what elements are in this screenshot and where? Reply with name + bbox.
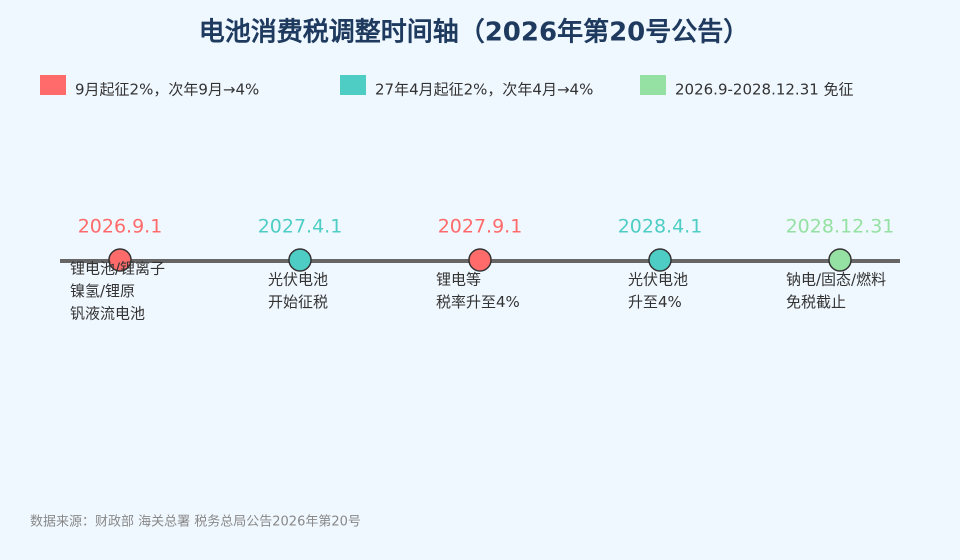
- event-marker: [108, 248, 132, 272]
- event-label: 锂电等: [436, 271, 481, 289]
- legend-swatch: [40, 75, 66, 95]
- event-label: 光伏电池: [268, 271, 328, 289]
- event-date: 2027.9.1: [438, 216, 523, 238]
- legend-swatch: [340, 75, 366, 95]
- source-note: 数据来源：财政部 海关总署 税务总局公告2026年第20号: [30, 514, 361, 530]
- legend-label: 2026.9-2028.12.31 免征: [675, 81, 854, 99]
- event-label: 税率升至4%: [436, 293, 520, 311]
- legend-label: 9月起征2%，次年9月→4%: [75, 81, 259, 99]
- legend-swatch: [640, 75, 666, 95]
- event-marker: [468, 248, 492, 272]
- event-marker: [288, 248, 312, 272]
- event-label: 升至4%: [628, 293, 682, 311]
- event-label: 钒液流电池: [70, 305, 145, 323]
- event-date: 2028.12.31: [786, 216, 895, 238]
- title: 电池消费税调整时间轴（2026年第20号公告）: [199, 17, 750, 48]
- event-label: 免税截止: [786, 293, 846, 311]
- event-label: 开始征税: [268, 293, 328, 311]
- event-label: 镍氢/锂原: [70, 282, 135, 300]
- event-marker: [828, 248, 852, 272]
- legend-label: 27年4月起征2%，次年4月→4%: [375, 81, 593, 99]
- event-date: 2026.9.1: [78, 216, 163, 238]
- event-date: 2028.4.1: [618, 216, 703, 238]
- event-date: 2027.4.1: [258, 216, 343, 238]
- event-label: 光伏电池: [628, 271, 688, 289]
- event-label: 锂电池/锂离子: [70, 260, 165, 278]
- event-label: 钠电/固态/燃料: [786, 271, 886, 289]
- event-marker: [648, 248, 672, 272]
